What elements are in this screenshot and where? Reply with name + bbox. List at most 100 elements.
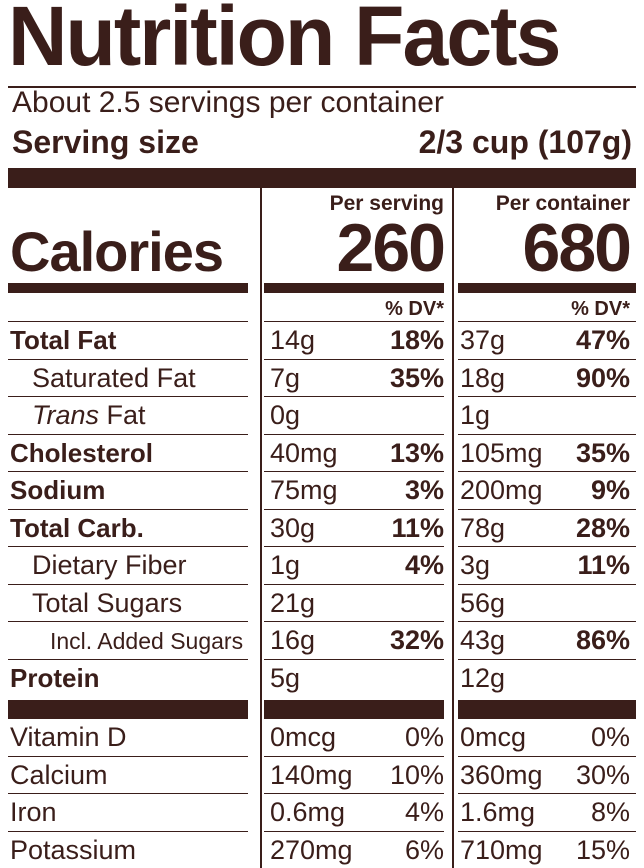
dv-header-serving: % DV* (385, 298, 444, 320)
row-divider (8, 321, 248, 322)
nutrient-label-text: Fat (99, 400, 146, 430)
container-dv: 15% (575, 834, 630, 865)
row-divider (458, 471, 636, 472)
dv-header-container: % DV* (571, 298, 630, 320)
row-divider (264, 830, 444, 832)
serving-amount: 40mg (270, 437, 338, 468)
nutrient-label: Potassium (10, 834, 137, 865)
container-dv: 35% (575, 437, 630, 468)
nutrient-label-text: Total Fat (10, 325, 117, 355)
container-amount: 43g (460, 625, 506, 655)
serving-amount: 16g (270, 625, 316, 655)
serving-amount: 0mcg (270, 722, 337, 752)
nutrient-label-text: Sodium (10, 475, 106, 505)
container-amount: 3g (460, 550, 491, 580)
row-divider (458, 321, 636, 322)
row-divider (8, 718, 248, 719)
row-divider (8, 396, 248, 397)
row-divider (458, 508, 636, 510)
nutrient-label: Iron (10, 799, 57, 826)
container-dv: 0% (590, 722, 630, 752)
row-divider (458, 583, 636, 585)
nutrient-label: Trans Fat (32, 402, 146, 429)
row-divider (264, 718, 444, 719)
per-container-header: Per container (495, 192, 630, 215)
row-divider (264, 755, 444, 757)
serving-dv: 0% (404, 722, 444, 752)
column-divider-left (260, 188, 262, 868)
row-divider (8, 830, 248, 832)
nutrient-label: Dietary Fiber (32, 552, 187, 579)
container-dv: 28% (575, 512, 630, 543)
calories-bar-container (458, 283, 636, 293)
row-divider (264, 508, 444, 510)
nutrient-label-text: Calcium (10, 759, 108, 790)
nutrient-label-italic: Trans (32, 400, 100, 430)
row-divider (458, 396, 636, 397)
container-dv: 30% (575, 759, 630, 790)
row-divider (458, 621, 636, 622)
serving-amount: 140mg (270, 759, 353, 790)
row-divider (264, 433, 444, 435)
container-amount: 37g (460, 325, 506, 355)
calories-per-container: 680 (522, 210, 632, 286)
nutrient-label: Sodium (10, 477, 105, 503)
label-title: Nutrition Facts (8, 0, 561, 83)
row-divider (264, 583, 444, 585)
nutrient-label: Calcium (10, 759, 108, 790)
serving-dv: 35% (389, 362, 444, 393)
nutrient-label: Cholesterol (10, 440, 153, 466)
row-divider (264, 621, 444, 622)
nutrient-label-text: Iron (10, 797, 57, 827)
calories-bar-label (8, 283, 248, 293)
serving-dv: 4% (404, 550, 444, 580)
row-divider (8, 621, 248, 622)
serving-size-value: 2/3 cup (107g) (418, 124, 632, 160)
serving-amount: 14g (270, 325, 316, 355)
row-divider (264, 358, 444, 360)
container-amount: 1g (460, 400, 491, 430)
row-divider (264, 471, 444, 472)
row-divider (458, 755, 636, 757)
serving-dv: 10% (389, 759, 444, 790)
row-divider (264, 793, 444, 794)
nutrient-label-text: Potassium (10, 834, 137, 865)
nutrient-label-text: Dietary Fiber (32, 550, 187, 580)
vitamin-bar-label (8, 700, 248, 718)
container-amount: 18g (460, 362, 506, 393)
serving-amount: 30g (270, 512, 316, 543)
nutrient-label: Vitamin D (10, 724, 127, 751)
calories-per-serving: 260 (336, 210, 446, 286)
serving-amount: 0.6mg (270, 797, 346, 827)
serving-dv: 4% (404, 797, 444, 827)
nutrient-label: Protein (10, 665, 100, 691)
container-dv: 47% (575, 325, 630, 355)
serving-dv: 32% (389, 625, 444, 655)
row-divider (8, 546, 248, 547)
nutrient-label-text: Protein (10, 662, 100, 693)
row-divider (8, 658, 248, 660)
row-divider (264, 396, 444, 397)
row-divider (458, 658, 636, 660)
row-divider (458, 433, 636, 435)
container-amount: 200mg (460, 475, 543, 505)
column-divider-right (452, 188, 454, 868)
nutrient-label-text: Cholesterol (10, 437, 154, 468)
row-divider (264, 658, 444, 660)
row-divider (458, 793, 636, 794)
row-divider (458, 358, 636, 360)
container-amount: 78g (460, 512, 506, 543)
serving-dv: 18% (389, 325, 444, 355)
per-serving-header: Per serving (329, 192, 444, 215)
container-dv: 86% (575, 625, 630, 655)
container-amount: 105mg (460, 437, 543, 468)
header-thick-bar (8, 168, 636, 188)
nutrient-label: Total Fat (10, 327, 116, 353)
serving-dv: 6% (404, 834, 444, 865)
row-divider (264, 546, 444, 547)
title-underline (8, 86, 636, 88)
row-divider (458, 830, 636, 832)
container-amount: 12g (460, 662, 506, 693)
serving-amount: 7g (270, 362, 301, 393)
container-amount: 0mcg (460, 722, 527, 752)
